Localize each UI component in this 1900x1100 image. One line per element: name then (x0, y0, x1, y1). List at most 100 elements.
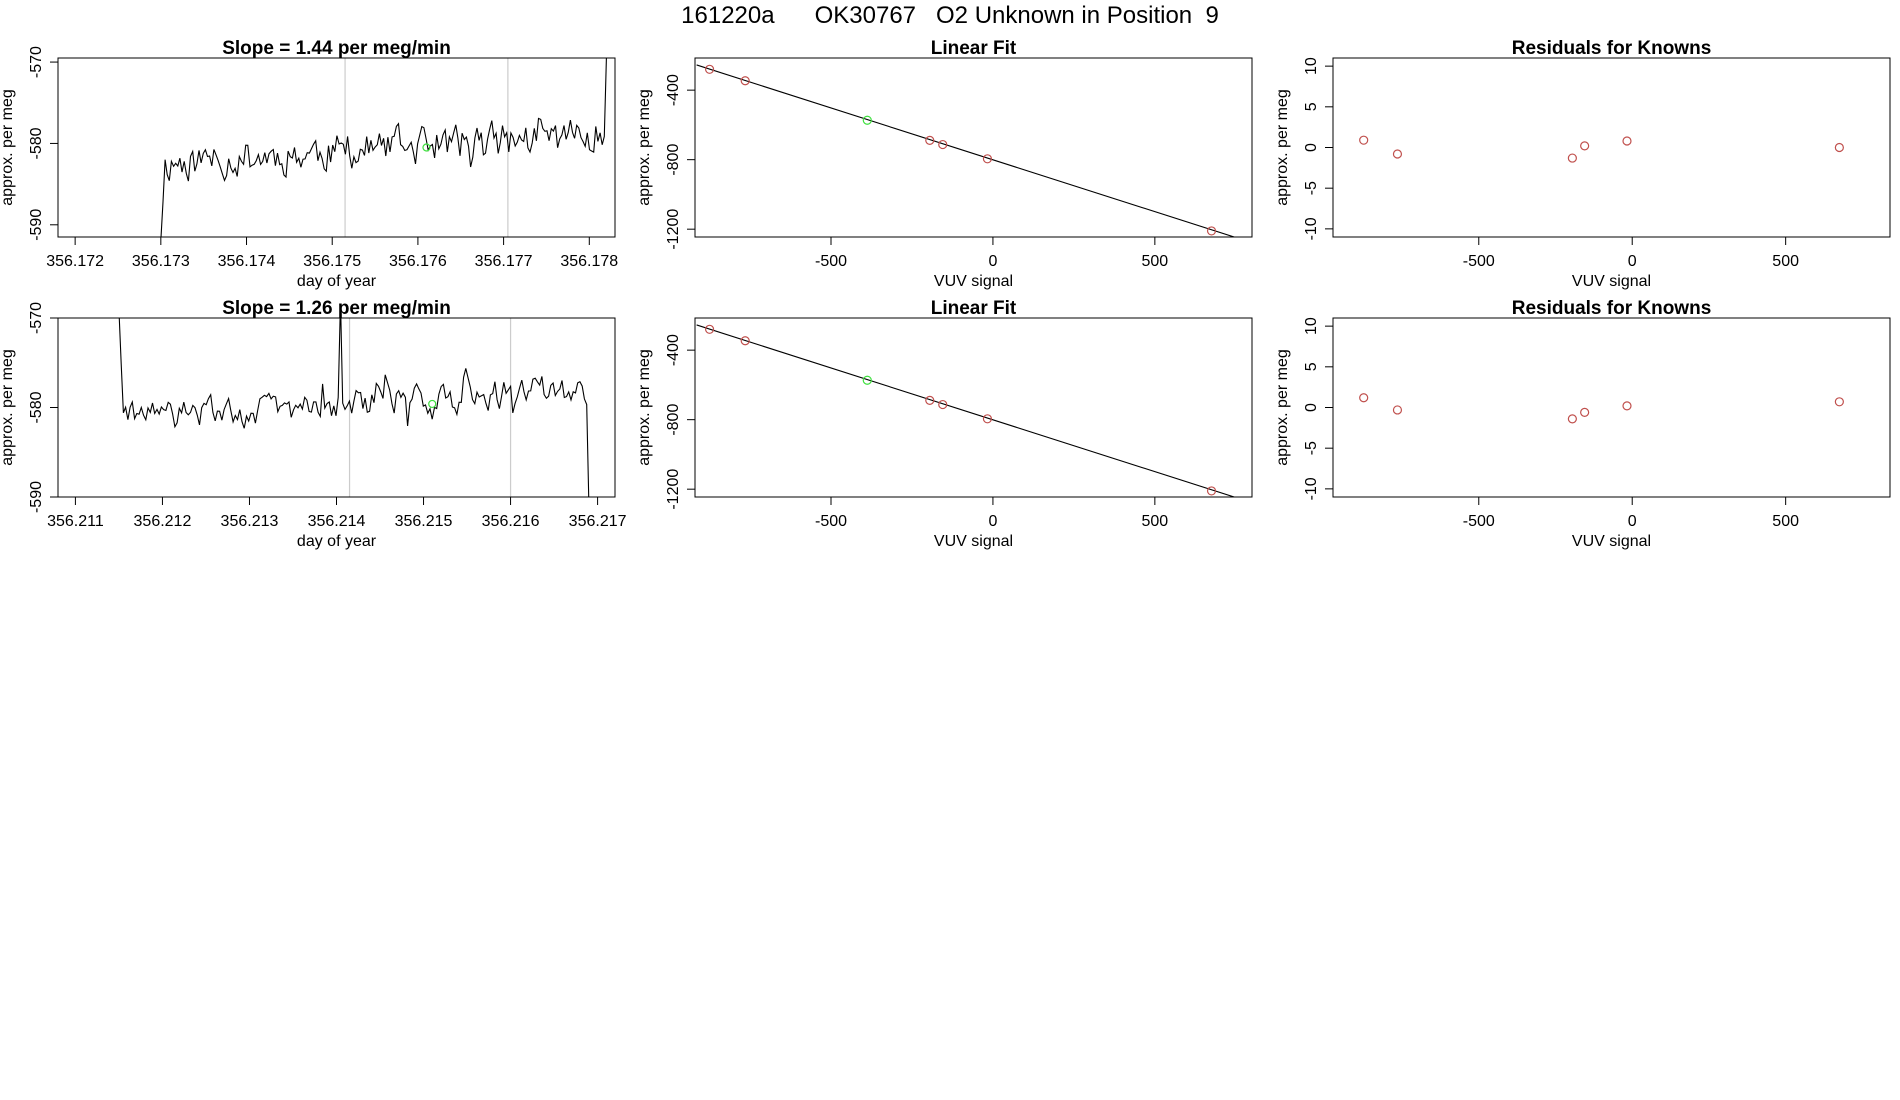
x-tick-label: 356.172 (46, 253, 104, 270)
y-tick-label: 0 (1303, 143, 1320, 152)
data-point (704, 64, 715, 74)
plot-frame (694, 317, 1253, 498)
y-tick-label: -10 (1303, 477, 1320, 500)
data-point (1580, 141, 1590, 151)
x-axis-label: VUV signal (1572, 273, 1651, 290)
data-point (1567, 414, 1577, 424)
y-tick-label: -1200 (665, 209, 682, 250)
x-tick-label: 356.214 (308, 513, 366, 530)
y-axis-label: approx. per meg (0, 89, 16, 206)
panel-title: Residuals for Knowns (1512, 298, 1712, 319)
x-tick-label: 0 (1628, 513, 1637, 530)
plot-area (1359, 135, 1844, 163)
x-tick-label: 356.211 (47, 513, 104, 530)
y-tick-label: -800 (665, 144, 682, 176)
x-tick-label: 500 (1772, 513, 1799, 530)
chart-panel-row2-residuals: Residuals for Knowns VUV signal approx. pe… (1274, 298, 1891, 550)
y-tick-label: -1200 (665, 469, 682, 510)
panel-title: Linear Fit (931, 298, 1017, 319)
series-line (118, 318, 590, 497)
panel-title: Slope = 1.44 per meg/min (222, 38, 451, 59)
chart-panel-row2-linearfit: Linear Fit VUV signal approx. per meg -500 0… (636, 298, 1253, 550)
y-axis-label: approx. per meg (0, 349, 16, 466)
data-point (1834, 142, 1844, 153)
plot-frame (1332, 57, 1891, 238)
data-point (1567, 153, 1577, 163)
data-point (1359, 135, 1369, 145)
y-tick-label: 10 (1303, 317, 1320, 335)
plot-frame (57, 57, 616, 238)
chart-panel-row1-timeseries: Slope = 1.44 per meg/min day of year appro… (0, 38, 618, 290)
x-tick-label: 356.217 (569, 513, 627, 530)
y-axis-label: approx. per meg (1274, 349, 1291, 466)
panel-title: Linear Fit (931, 38, 1017, 59)
plot-area (696, 64, 1236, 237)
data-point (938, 139, 948, 150)
x-tick-label: 356.173 (132, 253, 190, 270)
data-point (1206, 226, 1217, 236)
unknown-point (428, 399, 437, 409)
y-tick-label: 0 (1303, 403, 1320, 412)
panel-title: Residuals for Knowns (1512, 38, 1712, 59)
plot-area (696, 324, 1236, 497)
x-tick-label: 356.216 (482, 513, 540, 530)
y-axis-label: approx. per meg (636, 349, 653, 466)
x-tick-label: 0 (988, 253, 997, 270)
y-tick-label: -580 (28, 391, 45, 423)
fit-line (696, 324, 1236, 497)
data-point (704, 324, 715, 334)
data-point (938, 399, 948, 410)
plot-frame (694, 57, 1253, 238)
x-tick-label: 0 (988, 513, 997, 530)
fit-line (696, 64, 1236, 237)
x-tick-label: 356.213 (221, 513, 279, 530)
unknown-point (422, 143, 431, 152)
x-tick-label: 356.178 (560, 253, 618, 270)
y-axis-label: approx. per meg (636, 89, 653, 206)
x-tick-label: 500 (1772, 253, 1799, 270)
y-tick-label: 5 (1303, 102, 1320, 111)
y-tick-label: 10 (1303, 57, 1320, 75)
data-point (925, 135, 935, 145)
data-point (1622, 136, 1632, 146)
y-tick-label: -400 (665, 74, 682, 106)
x-tick-label: 0 (1628, 253, 1637, 270)
y-tick-label: -580 (28, 127, 45, 159)
x-tick-label: -500 (815, 513, 847, 530)
data-point (740, 76, 750, 86)
data-point (982, 154, 993, 164)
data-point (1622, 401, 1632, 411)
chart-panel-row1-residuals: Residuals for Knowns VUV signal approx. pe… (1274, 38, 1891, 290)
unknown-point (862, 375, 872, 385)
plot-area (118, 318, 590, 497)
x-tick-label: 356.215 (395, 513, 453, 530)
y-axis-label: approx. per meg (1274, 89, 1291, 206)
unknown-point (862, 115, 872, 125)
data-point (1580, 407, 1590, 417)
data-point (1359, 393, 1369, 403)
series-line (160, 58, 607, 237)
plot-area (1359, 393, 1844, 424)
y-tick-label: -590 (28, 209, 45, 241)
chart-panel-row1-linearfit: Linear Fit VUV signal approx. per meg -500 0… (636, 38, 1253, 290)
plot-frame (57, 317, 616, 498)
y-tick-label: 5 (1303, 362, 1320, 371)
data-point (1834, 397, 1844, 407)
x-axis-label: VUV signal (934, 273, 1013, 290)
x-tick-label: 500 (1141, 513, 1168, 530)
data-point (982, 414, 993, 424)
y-tick-label: -5 (1303, 441, 1320, 455)
y-tick-label: -590 (28, 481, 45, 513)
plot-frame (1332, 317, 1891, 498)
y-tick-label: -400 (665, 334, 682, 366)
x-tick-label: -500 (1463, 253, 1495, 270)
chart-panel-row2-timeseries: Slope = 1.26 per meg/min day of year appro… (0, 298, 627, 550)
x-tick-label: -500 (1463, 513, 1495, 530)
x-tick-label: 356.175 (303, 253, 361, 270)
data-point (1392, 405, 1403, 415)
y-tick-label: -5 (1303, 181, 1320, 195)
data-point (1206, 486, 1217, 496)
x-axis-label: VUV signal (934, 533, 1013, 550)
x-tick-label: 356.174 (218, 253, 276, 270)
